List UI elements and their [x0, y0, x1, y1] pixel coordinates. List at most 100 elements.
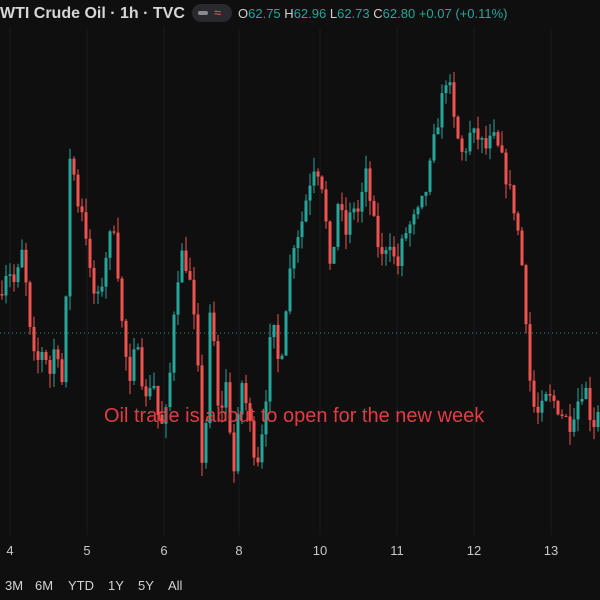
candle-down [520, 230, 524, 266]
candle-up [96, 291, 100, 294]
candle-up [148, 388, 152, 397]
candle-up [136, 347, 140, 350]
indicator-toggle-pill[interactable]: ≈ [192, 4, 232, 22]
candle-up [8, 274, 12, 276]
candle-up [180, 250, 184, 283]
candle-up [260, 434, 264, 463]
candle-up [164, 407, 168, 424]
candle-up [428, 160, 432, 192]
candle-up [104, 257, 108, 287]
candle-up [360, 191, 364, 212]
candle-down [340, 204, 344, 211]
candle-down [88, 238, 92, 268]
candle-up [492, 132, 496, 136]
candle-down [552, 395, 556, 401]
candle-up [312, 171, 316, 186]
candle-down [548, 393, 552, 396]
ohlc-readout: O62.75 H62.96 L62.73 C62.80 +0.07 (+0.11… [238, 6, 507, 21]
symbol-title[interactable]: WTI Crude Oil · 1h · TVC [0, 5, 185, 22]
candle-up [572, 419, 576, 432]
candle-up [64, 296, 68, 383]
candle-down [368, 168, 372, 201]
candle-up [404, 233, 408, 239]
candle-down [228, 382, 232, 433]
candle-down [380, 247, 384, 254]
range-1y-button[interactable]: 1Y [108, 578, 124, 593]
candle-down [512, 185, 516, 214]
eye-icon[interactable] [198, 11, 208, 15]
candle-up [336, 204, 340, 247]
x-tick-label: 6 [160, 543, 168, 558]
x-tick-label: 12 [466, 543, 482, 558]
candle-down [456, 116, 460, 139]
candle-down [0, 294, 4, 296]
candle-up [444, 85, 448, 94]
candle-down [592, 420, 596, 427]
candle-down [516, 213, 520, 231]
candle-up [176, 282, 180, 315]
candle-down [80, 206, 84, 213]
candle-down [120, 278, 124, 321]
candle-up [52, 349, 56, 374]
candle-down [232, 432, 236, 472]
candle-down [560, 414, 564, 416]
candle-down [252, 420, 256, 458]
candle-down [496, 132, 500, 146]
range-ytd-button[interactable]: YTD [68, 578, 94, 593]
range-6m-button[interactable]: 6M [35, 578, 54, 593]
chart-annotation: Oil trade is about to open for the new w… [104, 405, 485, 427]
range-3m-button[interactable]: 3M [5, 578, 24, 593]
candle-up [400, 238, 404, 266]
candle-up [240, 383, 244, 415]
x-tick-label: 4 [6, 543, 14, 558]
candle-down [12, 274, 16, 283]
candle-up [204, 423, 208, 463]
candle-up [348, 212, 352, 235]
candle-down [500, 145, 504, 153]
candle-down [36, 351, 40, 360]
candle-down [28, 282, 32, 327]
candle-down [184, 250, 188, 272]
high-value: 62.96 [293, 6, 327, 21]
candle-up [272, 324, 276, 338]
candle-down [452, 82, 456, 117]
candle-up [224, 382, 228, 408]
candle-down [524, 265, 528, 325]
candle-down [396, 256, 400, 266]
open-label: O [238, 6, 249, 21]
candle-up [208, 312, 212, 424]
x-tick-label: 10 [312, 543, 328, 558]
candle-up [132, 349, 136, 381]
candle-up [480, 138, 484, 140]
candle-up [332, 246, 336, 264]
x-tick-label: 5 [83, 543, 91, 558]
x-tick-label: 11 [390, 543, 404, 558]
candle-up [68, 158, 72, 297]
range-all-button[interactable]: All [168, 578, 183, 593]
candle-down [216, 341, 220, 406]
candle-up [236, 414, 240, 472]
candle-down [244, 383, 248, 404]
candle-down [588, 387, 592, 421]
candle-down [76, 174, 80, 207]
candle-down [144, 386, 148, 397]
candle-up [288, 268, 292, 312]
candle-up [16, 267, 20, 283]
candle-up [584, 387, 588, 400]
candle-up [108, 231, 112, 258]
range-5y-button[interactable]: 5Y [138, 578, 154, 593]
candle-up [596, 412, 600, 427]
candle-down [188, 271, 192, 280]
candlestick-series [0, 71, 600, 483]
candle-up [576, 401, 580, 420]
candle-down [48, 360, 52, 374]
waves-icon[interactable]: ≈ [214, 5, 222, 20]
candle-down [192, 279, 196, 315]
candle-up [352, 208, 356, 213]
candle-down [124, 320, 128, 357]
candle-down [568, 416, 572, 432]
candle-down [324, 189, 328, 222]
candle-up [292, 248, 296, 269]
candle-up [300, 221, 304, 238]
